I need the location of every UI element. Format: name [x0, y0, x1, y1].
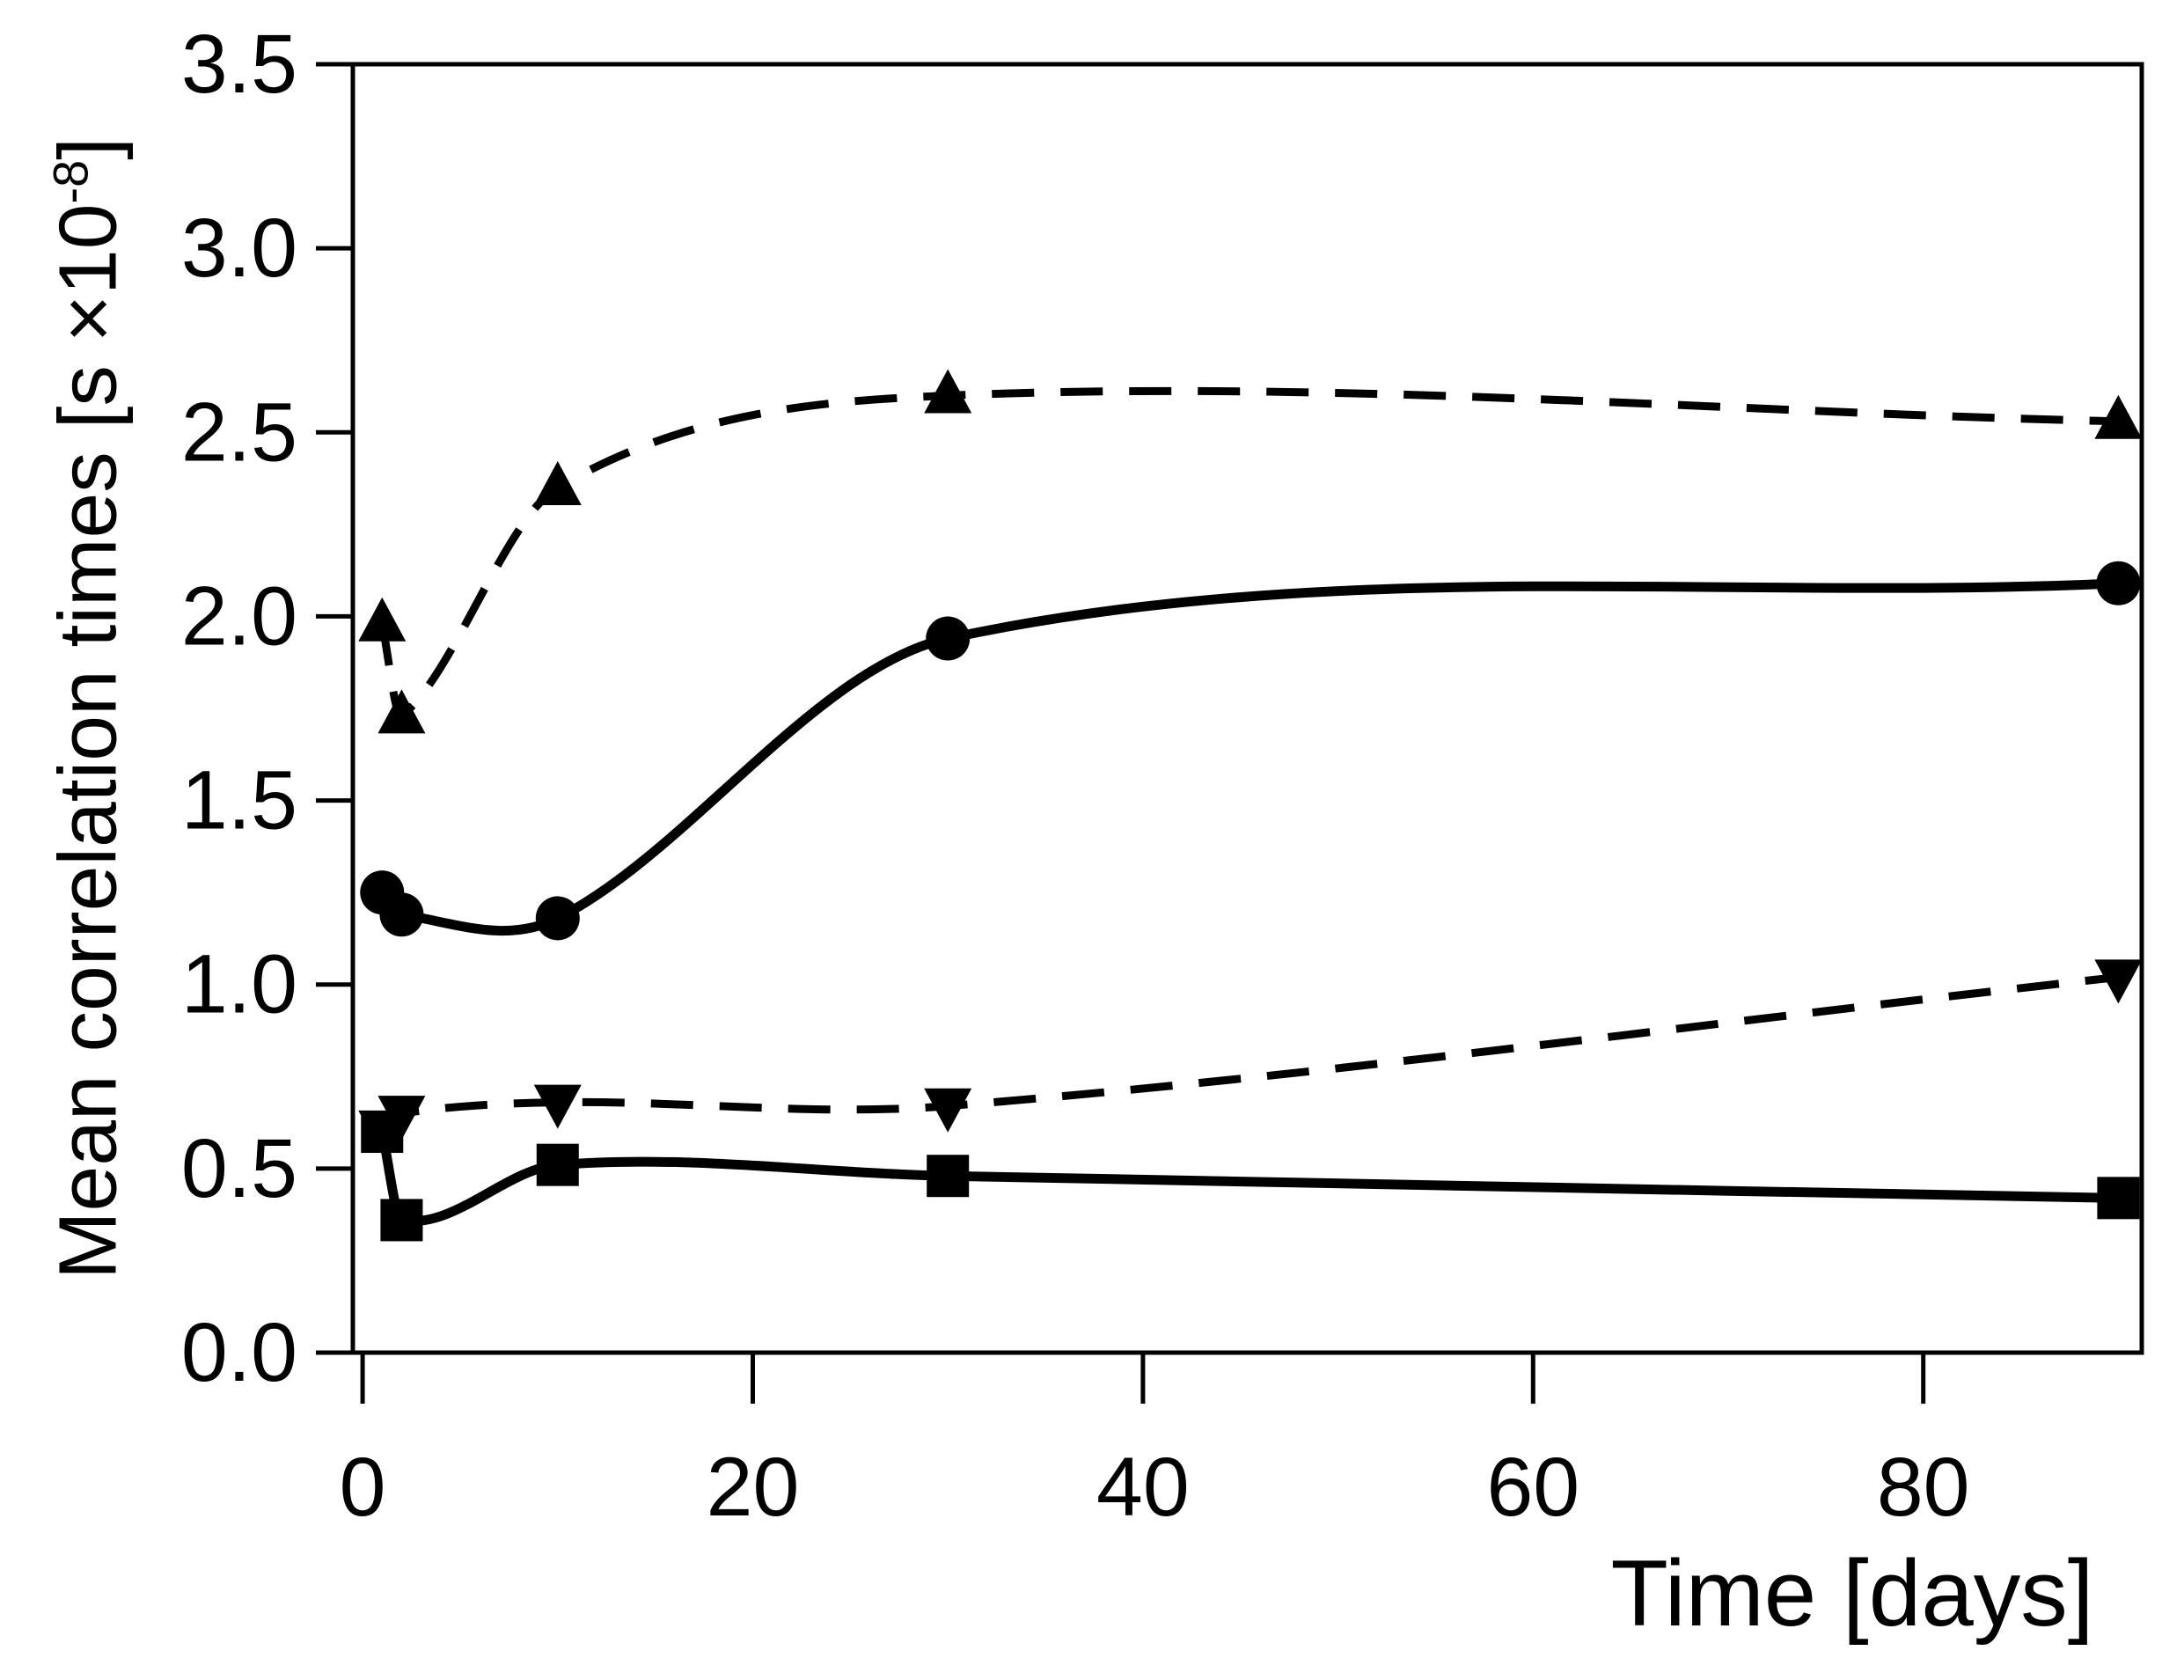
y-axis-title-close-bracket: ]	[41, 137, 134, 160]
series-line-triangle-down-dashed	[379, 972, 2119, 1132]
series-line-triangle-up-dashed	[377, 386, 2119, 720]
marker-square	[2097, 1177, 2140, 1220]
y-tick-label: 0.0	[181, 1306, 297, 1399]
plot-frame	[350, 62, 2144, 1355]
marker-square	[361, 1111, 404, 1154]
x-axis-title: Time [days]	[1610, 1540, 2094, 1646]
marker-triangle-up	[924, 369, 972, 414]
marker-triangle-up	[2094, 394, 2143, 439]
marker-square	[927, 1155, 970, 1198]
marker-circle	[926, 616, 971, 661]
marker-square	[536, 1143, 579, 1186]
marker-circle	[379, 892, 424, 937]
marker-triangle-up	[377, 689, 426, 734]
x-tick-label: 20	[707, 1441, 800, 1534]
x-tick-label: 0	[340, 1441, 386, 1534]
y-tick-label: 2.5	[181, 385, 297, 479]
y-axis-title-text: Mean correlation times [s ×10	[41, 203, 134, 1280]
y-tick-label: 3.5	[181, 18, 297, 111]
marker-triangle-down	[2094, 959, 2143, 1004]
y-axis-title: Mean correlation times [s ×10-8]	[41, 137, 136, 1280]
series-line-circle-solid	[377, 578, 2119, 936]
marker-circle	[2096, 561, 2141, 605]
y-tick-label: 1.0	[181, 938, 297, 1031]
marker-triangle-down	[533, 1084, 582, 1129]
y-tick-label: 3.0	[181, 202, 297, 295]
y-axis-title-superscript: -8	[42, 159, 99, 204]
marker-triangle-down	[924, 1088, 972, 1133]
marker-triangle-up	[358, 597, 407, 642]
marker-circle	[535, 896, 580, 941]
marker-triangle-up	[533, 461, 582, 506]
x-tick-label: 40	[1096, 1441, 1190, 1534]
x-tick-label: 80	[1877, 1441, 1970, 1534]
x-tick-label: 60	[1486, 1441, 1579, 1534]
y-tick-label: 1.5	[181, 754, 297, 847]
y-tick-label: 0.5	[181, 1122, 297, 1215]
series-line-square-solid	[377, 1130, 2119, 1227]
y-tick-label: 2.0	[181, 569, 297, 663]
marker-square	[380, 1199, 423, 1242]
